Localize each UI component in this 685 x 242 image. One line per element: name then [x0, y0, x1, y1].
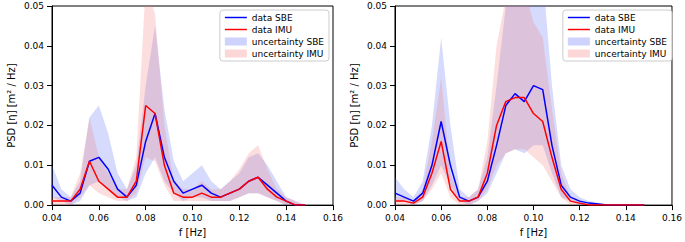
svg-text:data IMU: data IMU — [252, 25, 292, 35]
svg-text:data SBE: data SBE — [595, 13, 636, 23]
svg-text:0.00: 0.00 — [24, 200, 44, 210]
svg-text:uncertainty SBE: uncertainty SBE — [252, 37, 324, 47]
svg-text:0.00: 0.00 — [367, 200, 387, 210]
svg-text:0.02: 0.02 — [24, 120, 44, 130]
svg-text:0.03: 0.03 — [367, 81, 387, 91]
svg-text:0.05: 0.05 — [24, 1, 44, 11]
svg-text:0.04: 0.04 — [385, 213, 405, 223]
svg-text:0.14: 0.14 — [276, 213, 296, 223]
svg-text:0.04: 0.04 — [24, 41, 44, 51]
svg-text:uncertainty SBE: uncertainty SBE — [595, 37, 667, 47]
svg-text:f [Hz]: f [Hz] — [179, 227, 206, 238]
svg-text:0.10: 0.10 — [523, 213, 543, 223]
svg-text:0.10: 0.10 — [182, 213, 202, 223]
svg-text:0.14: 0.14 — [616, 213, 636, 223]
svg-text:PSD [η] [m² / Hz]: PSD [η] [m² / Hz] — [349, 63, 360, 148]
svg-text:0.05: 0.05 — [367, 1, 387, 11]
svg-text:0.16: 0.16 — [662, 213, 682, 223]
svg-text:0.03: 0.03 — [24, 81, 44, 91]
svg-text:0.06: 0.06 — [431, 213, 451, 223]
svg-text:0.08: 0.08 — [477, 213, 497, 223]
svg-text:0.04: 0.04 — [367, 41, 387, 51]
svg-text:0.01: 0.01 — [367, 160, 387, 170]
svg-text:0.12: 0.12 — [570, 213, 590, 223]
svg-text:0.08: 0.08 — [136, 213, 156, 223]
svg-text:data IMU: data IMU — [595, 25, 635, 35]
svg-text:uncertainty IMU: uncertainty IMU — [595, 49, 667, 59]
svg-text:f [Hz]: f [Hz] — [520, 227, 547, 238]
svg-text:0.16: 0.16 — [323, 213, 343, 223]
svg-text:0.02: 0.02 — [367, 120, 387, 130]
svg-text:data SBE: data SBE — [252, 13, 293, 23]
svg-text:0.01: 0.01 — [24, 160, 44, 170]
svg-text:PSD [η] [m² / Hz]: PSD [η] [m² / Hz] — [6, 63, 17, 148]
svg-text:0.04: 0.04 — [42, 213, 62, 223]
svg-text:0.06: 0.06 — [89, 213, 109, 223]
svg-text:0.12: 0.12 — [229, 213, 249, 223]
svg-text:uncertainty IMU: uncertainty IMU — [252, 49, 324, 59]
